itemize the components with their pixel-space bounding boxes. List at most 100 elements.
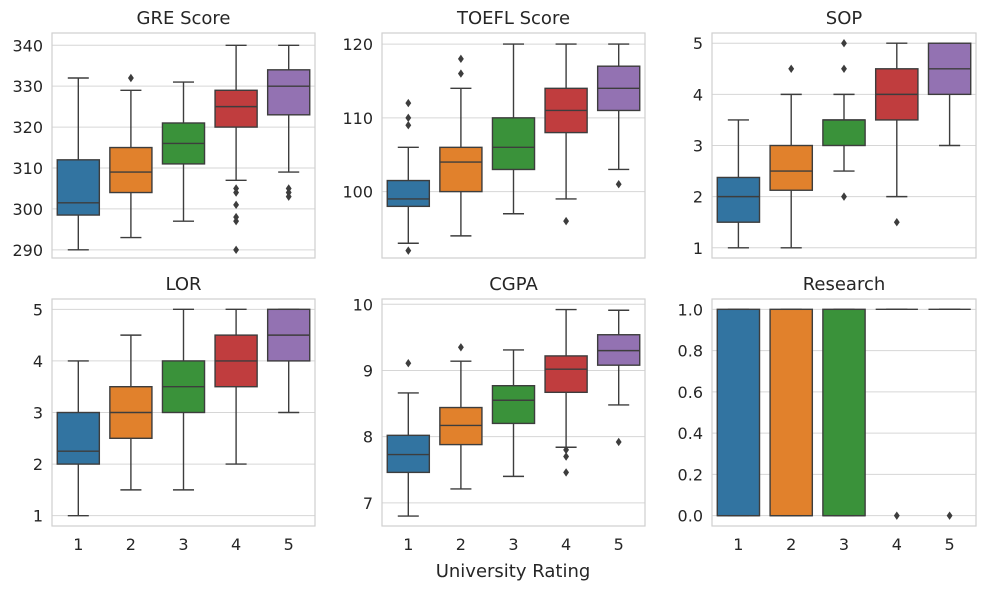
outlier-point: [563, 216, 570, 226]
box-5: [928, 308, 971, 520]
outlier-point: [563, 445, 570, 455]
x-axis-label: University Rating: [436, 561, 591, 582]
outlier-point: [233, 188, 240, 197]
box-3: [822, 308, 866, 517]
box-body: [769, 144, 814, 191]
box-1: [56, 360, 101, 517]
box-1: [386, 358, 431, 517]
subplot-title: Research: [803, 274, 886, 295]
y-tick-label: 120: [342, 35, 373, 54]
y-tick-label: 4: [33, 352, 43, 371]
outlier-point: [233, 216, 240, 226]
outlier-point: [893, 511, 900, 520]
box-1: [56, 77, 101, 251]
x-tick-label: 3: [508, 535, 518, 554]
x-tick-label: 3: [178, 535, 188, 554]
y-tick-label: 0.6: [678, 383, 703, 402]
axes-frame: [51, 32, 316, 259]
box-1: [716, 119, 761, 249]
box-5: [266, 308, 311, 414]
outlier-point: [285, 192, 292, 201]
axes-frame: [381, 298, 646, 527]
outlier-point: [405, 98, 412, 108]
y-tick-label: 2: [693, 188, 703, 207]
box-body: [822, 119, 866, 147]
outlier-point: [563, 452, 570, 461]
y-tick-label: 3: [33, 404, 43, 423]
y-tick-label: 330: [12, 77, 43, 96]
box-body: [386, 179, 431, 208]
box-3: [161, 81, 206, 222]
box-4: [874, 42, 919, 227]
box-body: [716, 176, 761, 223]
x-tick-label: 1: [733, 535, 743, 554]
box-3: [161, 308, 206, 491]
box-body: [109, 146, 153, 194]
x-tick-label: 4: [231, 535, 241, 554]
outlier-point: [457, 69, 464, 78]
y-tick-label: 0.8: [678, 342, 703, 361]
box-3: [491, 349, 536, 478]
y-tick-label: 100: [342, 183, 373, 202]
y-tick-label: 0.2: [678, 465, 703, 484]
outlier-point: [457, 343, 464, 352]
y-tick-label: 340: [12, 36, 43, 55]
outlier-point: [841, 39, 847, 48]
box-4: [214, 308, 258, 465]
y-tick-label: 0.4: [678, 424, 703, 443]
y-tick-label: 0.0: [678, 507, 703, 526]
subplot-title: LOR: [165, 274, 201, 295]
outlier-point: [615, 180, 622, 189]
box-3: [491, 43, 536, 215]
box-body: [544, 355, 588, 394]
y-tick-label: 9: [363, 361, 373, 380]
box-5: [596, 43, 641, 189]
box-4: [544, 308, 588, 477]
y-tick-label: 5: [693, 34, 703, 53]
box-2: [439, 343, 483, 490]
subplot-title: CGPA: [489, 274, 538, 295]
outlier-point: [615, 437, 622, 447]
box-body: [491, 384, 536, 425]
subplot-5: 0.0 0.2 0.4 0.6 0.8 1.0 Research 1 2 3 4 5: [678, 274, 977, 554]
x-tick-label: 2: [456, 535, 466, 554]
subplot-1: 100 110 120 TOEFL Score: [342, 8, 646, 259]
y-tick-label: 300: [12, 200, 43, 219]
subplot-0: 290 300 310 320 330 340 GRE Score: [12, 8, 316, 260]
box-body: [266, 69, 311, 116]
subplot-3: 1 2 3 4 5 LOR 1 2 3 4 5: [33, 274, 316, 554]
outlier-point: [405, 246, 412, 255]
box-body: [491, 117, 536, 171]
box-body: [214, 89, 258, 128]
y-tick-label: 1: [693, 239, 703, 258]
y-tick-label: 290: [12, 241, 43, 260]
axes-frame: [381, 32, 646, 259]
y-tick-label: 310: [12, 159, 43, 178]
y-tick-label: 110: [342, 109, 373, 128]
box-2: [109, 73, 153, 239]
box-body: [716, 308, 761, 517]
outlier-point: [841, 192, 847, 201]
outlier-point: [405, 121, 412, 130]
box-5: [266, 44, 311, 201]
y-tick-label: 1: [33, 507, 43, 526]
box-3: [822, 39, 866, 201]
box-1: [716, 308, 761, 517]
x-tick-label: 1: [73, 535, 83, 554]
box-body: [56, 411, 101, 465]
axes-frame: [51, 298, 316, 527]
x-tick-label: 3: [839, 535, 849, 554]
box-5: [596, 309, 641, 447]
box-2: [769, 64, 814, 249]
outlier-point: [127, 73, 134, 83]
outlier-point: [405, 113, 412, 123]
box-body: [822, 308, 866, 517]
y-tick-label: 8: [363, 428, 373, 447]
y-tick-label: 3: [693, 137, 703, 156]
box-4: [544, 43, 588, 226]
y-tick-label: 7: [363, 494, 373, 513]
box-5: [927, 42, 972, 147]
outlier-point: [841, 64, 847, 73]
